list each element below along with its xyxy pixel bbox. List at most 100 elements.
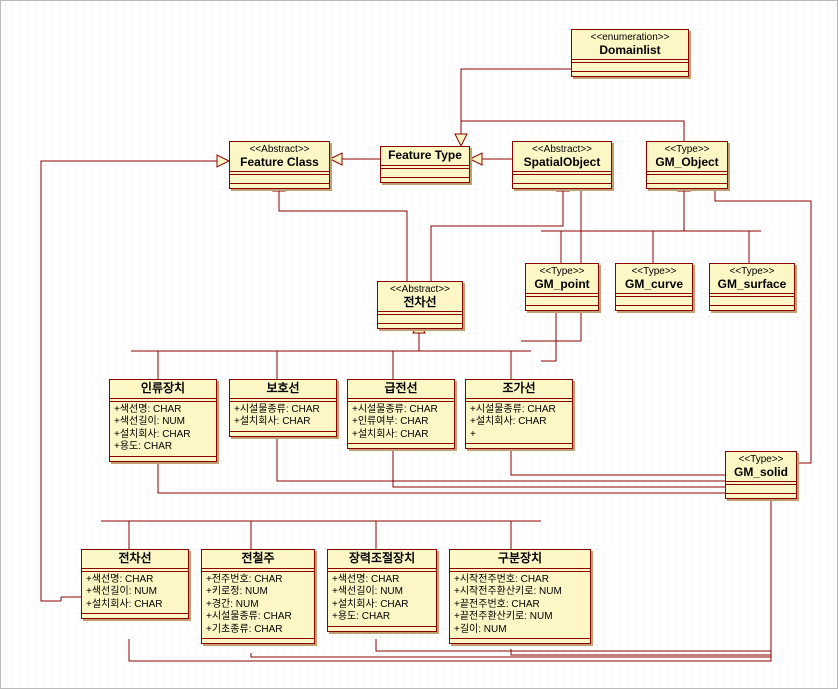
diagram-canvas: <<enumeration>> Domainlist <<Abstract>> … — [0, 0, 838, 689]
class-title: 전철주 — [202, 550, 314, 569]
attr-block: +시설물종류: CHAR +설치회사: CHAR — [230, 401, 336, 432]
op-block — [110, 457, 216, 461]
class-name: GM_point — [530, 278, 594, 292]
class-title: 보호선 — [230, 380, 336, 399]
attr: +용도: CHAR — [332, 611, 432, 624]
op-block — [466, 444, 572, 448]
class-title: <<Type>> GM_solid — [726, 452, 796, 482]
stereotype: <<Type>> — [651, 144, 723, 156]
stereotype: <<Abstract>> — [382, 284, 458, 296]
stereotype: <<Abstract>> — [234, 144, 325, 156]
attr-block — [710, 296, 794, 306]
class-joga[interactable]: 조가선 +시설물종류: CHAR +설치회사: CHAR + — [465, 379, 573, 449]
attr-block: +색선명: CHAR +색선길이: NUM +설치회사: CHAR +용도: C… — [328, 571, 436, 627]
class-name: GM_Object — [651, 156, 723, 170]
attr: +색선명: CHAR — [86, 574, 184, 587]
attr-block: +시작전주번호: CHAR +시작전주환산키로: NUM +끝전주번호: CHA… — [450, 571, 590, 640]
attr: +설치회사: CHAR — [86, 599, 184, 612]
class-gm-point[interactable]: <<Type>> GM_point — [525, 263, 599, 311]
stereotype: <<enumeration>> — [576, 32, 684, 44]
class-name: GM_curve — [620, 278, 688, 292]
class-name: 급전선 — [352, 382, 450, 396]
op-block — [202, 639, 314, 643]
attr: +경간: NUM — [206, 599, 310, 612]
attr-block — [572, 62, 688, 72]
attr: +색선길이: NUM — [332, 586, 432, 599]
class-boho[interactable]: 보호선 +시설물종류: CHAR +설치회사: CHAR — [229, 379, 337, 437]
attr-block: +시설물종류: CHAR +인류여부: CHAR +설치회사: CHAR — [348, 401, 454, 445]
attr: +설치회사: CHAR — [234, 416, 332, 429]
class-feature-type[interactable]: Feature Type — [380, 146, 470, 183]
class-title: <<Abstract>> 전차선 — [378, 282, 462, 312]
stereotype: <<Abstract>> — [517, 144, 607, 156]
attr-block — [378, 314, 462, 324]
attr-block — [526, 296, 598, 306]
op-block — [450, 639, 590, 643]
class-inryu[interactable]: 인류장치 +색선명: CHAR +색선길이: NUM +설치회사: CHAR +… — [109, 379, 217, 462]
class-gm-solid[interactable]: <<Type>> GM_solid — [725, 451, 797, 499]
op-block — [616, 306, 692, 310]
attr: +색선명: CHAR — [114, 404, 212, 417]
class-name: Domainlist — [576, 44, 684, 58]
class-name: 전차선 — [382, 296, 458, 310]
attr: +끝전주환산키로: NUM — [454, 611, 586, 624]
class-title: 인류장치 — [110, 380, 216, 399]
attr: +기초종류: CHAR — [206, 624, 310, 637]
class-title: 조가선 — [466, 380, 572, 399]
class-jeonchaseon-abstract[interactable]: <<Abstract>> 전차선 — [377, 281, 463, 329]
op-block — [381, 178, 469, 182]
op-block — [710, 306, 794, 310]
attr-block — [616, 296, 692, 306]
attr: +설치회사: CHAR — [470, 416, 568, 429]
stereotype: <<Type>> — [530, 266, 594, 278]
attr: +끝전주번호: CHAR — [454, 599, 586, 612]
class-name: 장력조절장치 — [332, 552, 432, 566]
class-name: GM_solid — [730, 466, 792, 480]
attr-block — [513, 174, 611, 184]
class-geupjeon[interactable]: 급전선 +시설물종류: CHAR +인류여부: CHAR +설치회사: CHAR — [347, 379, 455, 449]
op-block — [230, 184, 329, 188]
attr: +설치회사: CHAR — [114, 429, 212, 442]
class-title: <<Type>> GM_point — [526, 264, 598, 294]
class-title: 급전선 — [348, 380, 454, 399]
class-name: 구분장치 — [454, 552, 586, 566]
attr: +설치회사: CHAR — [332, 599, 432, 612]
op-block — [82, 614, 188, 618]
class-name: 전차선 — [86, 552, 184, 566]
attr: + — [470, 429, 568, 442]
op-block — [328, 627, 436, 631]
attr: +시설물종류: CHAR — [352, 404, 450, 417]
class-spatial-object[interactable]: <<Abstract>> SpatialObject — [512, 141, 612, 189]
class-feature-class[interactable]: <<Abstract>> Feature Class — [229, 141, 330, 189]
class-jeoncha[interactable]: 전차선 +색선명: CHAR +색선길이: NUM +설치회사: CHAR — [81, 549, 189, 619]
attr: +시설물종류: CHAR — [470, 404, 568, 417]
class-jeoncheol[interactable]: 전철주 +전주번호: CHAR +키로정: NUM +경간: NUM +시설물종… — [201, 549, 315, 644]
class-domainlist[interactable]: <<enumeration>> Domainlist — [571, 29, 689, 77]
class-title: 구분장치 — [450, 550, 590, 569]
attr: +시설물종류: CHAR — [234, 404, 332, 417]
stereotype: <<Type>> — [620, 266, 688, 278]
class-name: 보호선 — [234, 382, 332, 396]
op-block — [513, 184, 611, 188]
class-name: Feature Type — [385, 149, 465, 163]
class-gm-curve[interactable]: <<Type>> GM_curve — [615, 263, 693, 311]
class-name: GM_surface — [714, 278, 790, 292]
op-block — [526, 306, 598, 310]
class-title: 전차선 — [82, 550, 188, 569]
op-block — [378, 324, 462, 328]
attr-block — [647, 174, 727, 184]
class-title: 장력조절장치 — [328, 550, 436, 569]
class-title: <<Abstract>> SpatialObject — [513, 142, 611, 172]
class-title: <<Type>> GM_curve — [616, 264, 692, 294]
class-name: SpatialObject — [517, 156, 607, 170]
op-block — [572, 72, 688, 76]
attr: +용도: CHAR — [114, 441, 212, 454]
class-gm-object[interactable]: <<Type>> GM_Object — [646, 141, 728, 189]
stereotype: <<Type>> — [714, 266, 790, 278]
class-jangryeok[interactable]: 장력조절장치 +색선명: CHAR +색선길이: NUM +설치회사: CHAR… — [327, 549, 437, 632]
attr: +색선길이: NUM — [86, 586, 184, 599]
attr: +시작전주번호: CHAR — [454, 574, 586, 587]
op-block — [348, 444, 454, 448]
class-gubun[interactable]: 구분장치 +시작전주번호: CHAR +시작전주환산키로: NUM +끝전주번호… — [449, 549, 591, 644]
class-gm-surface[interactable]: <<Type>> GM_surface — [709, 263, 795, 311]
